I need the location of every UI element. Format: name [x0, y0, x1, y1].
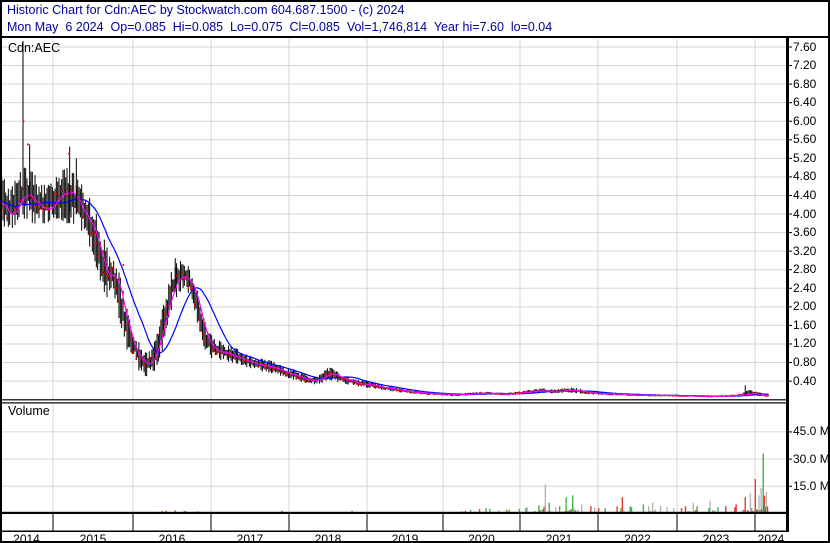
price-tick-label: 0.40	[793, 373, 817, 388]
volume-tick-label: 30.0 M	[793, 451, 830, 466]
year-label: 2016	[158, 532, 186, 543]
price-tick-label: 7.20	[793, 58, 817, 73]
year-label: 2020	[468, 532, 495, 543]
price-tick-label: 5.20	[793, 150, 817, 165]
price-tick-label: 4.80	[793, 169, 817, 184]
volume-pane-label: Volume	[8, 404, 50, 418]
price-tick-label: 0.80	[793, 355, 817, 370]
year-label: 2015	[79, 532, 107, 543]
year-label: 2018	[314, 532, 342, 543]
symbol-label: Cdn:AEC	[8, 41, 61, 55]
price-tick-label: 4.40	[793, 187, 817, 202]
price-tick-label: 1.60	[793, 317, 817, 332]
price-tick-label: 7.60	[793, 39, 817, 54]
price-pane	[2, 39, 786, 401]
price-tick-label: 1.20	[793, 336, 817, 351]
price-tick-label: 6.40	[793, 95, 817, 110]
volume-pane	[2, 402, 786, 514]
chart-title: Historic Chart for Cdn:AEC by Stockwatch…	[7, 3, 405, 17]
quote-status-line: Mon May 6 2024 Op=0.085 Hi=0.085 Lo=0.07…	[7, 20, 553, 34]
year-label: 2023	[702, 532, 730, 543]
price-tick-label: 2.40	[793, 280, 817, 295]
price-tick-label: 3.20	[793, 243, 817, 258]
year-label: 2022	[624, 532, 651, 543]
price-tick-label: 5.60	[793, 132, 817, 147]
price-tick-label: 2.00	[793, 299, 817, 314]
price-tick-label: 4.00	[793, 206, 817, 221]
year-label: 2021	[545, 532, 573, 543]
volume-tick-label: 15.0 M	[793, 478, 830, 493]
year-label: 2014	[13, 532, 40, 543]
year-label: 2017	[236, 532, 264, 543]
year-label: 2024	[757, 532, 785, 543]
price-tick-label: 2.80	[793, 262, 817, 277]
price-tick-label: 6.80	[793, 76, 817, 91]
price-tick-label: 3.60	[793, 225, 817, 240]
price-tick-label: 6.00	[793, 113, 817, 128]
volume-tick-label: 45.0 M	[793, 424, 830, 439]
year-label: 2019	[391, 532, 419, 543]
